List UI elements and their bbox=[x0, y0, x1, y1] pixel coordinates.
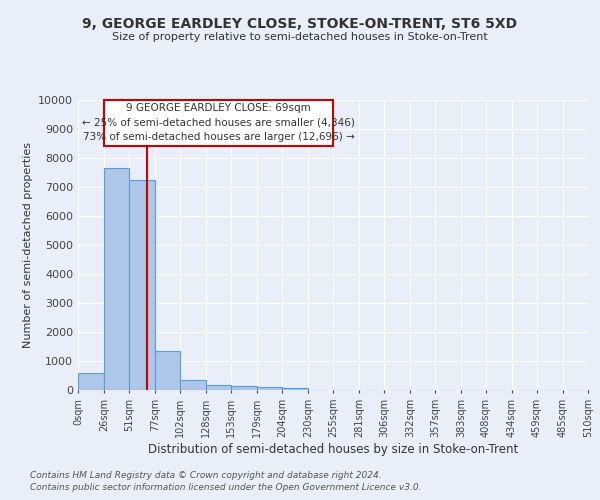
Text: Contains HM Land Registry data © Crown copyright and database right 2024.: Contains HM Land Registry data © Crown c… bbox=[30, 471, 382, 480]
Bar bbox=[129, 180, 155, 390]
Bar bbox=[257, 387, 282, 390]
Text: 9 GEORGE EARDLEY CLOSE: 69sqm: 9 GEORGE EARDLEY CLOSE: 69sqm bbox=[126, 103, 311, 113]
Y-axis label: Number of semi-detached properties: Number of semi-detached properties bbox=[23, 142, 32, 348]
Text: 73% of semi-detached houses are larger (12,696) →: 73% of semi-detached houses are larger (… bbox=[83, 132, 355, 142]
Bar bbox=[231, 386, 257, 390]
Bar bbox=[282, 388, 308, 390]
Bar bbox=[206, 385, 231, 390]
Text: Size of property relative to semi-detached houses in Stoke-on-Trent: Size of property relative to semi-detach… bbox=[112, 32, 488, 42]
Text: Contains public sector information licensed under the Open Government Licence v3: Contains public sector information licen… bbox=[30, 484, 421, 492]
Bar bbox=[78, 372, 104, 390]
X-axis label: Distribution of semi-detached houses by size in Stoke-on-Trent: Distribution of semi-detached houses by … bbox=[148, 442, 518, 456]
Text: 9, GEORGE EARDLEY CLOSE, STOKE-ON-TRENT, ST6 5XD: 9, GEORGE EARDLEY CLOSE, STOKE-ON-TRENT,… bbox=[82, 18, 518, 32]
Bar bbox=[180, 380, 206, 390]
Bar bbox=[155, 351, 180, 390]
Text: ← 25% of semi-detached houses are smaller (4,346): ← 25% of semi-detached houses are smalle… bbox=[82, 118, 355, 128]
FancyBboxPatch shape bbox=[104, 100, 333, 146]
Bar bbox=[104, 168, 129, 390]
